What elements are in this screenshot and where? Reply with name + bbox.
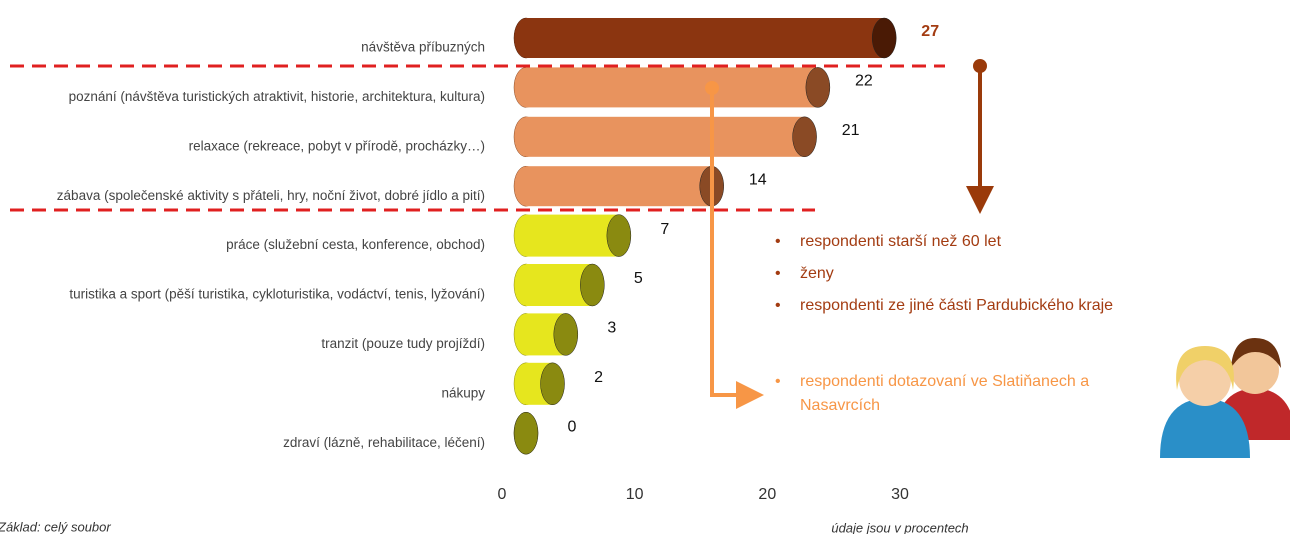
annotation-text: respondenti starší než 60 let xyxy=(800,233,1002,250)
bar xyxy=(526,18,885,58)
arrow-head xyxy=(966,186,994,214)
value-label: 2 xyxy=(594,369,603,386)
annotation-text: ženy xyxy=(800,265,834,282)
annotation: • respondenti starší než 60 let xyxy=(775,230,1145,254)
bar-cap xyxy=(553,313,579,356)
annotation: • respondenti dotazovaní ve Slatiňanech a… xyxy=(775,370,1145,418)
value-label: 5 xyxy=(634,270,643,287)
bar-cap xyxy=(540,362,565,406)
x-axis-label: údaje jsou v procentech xyxy=(831,520,968,534)
y-tick-label: návštěva příbuzných xyxy=(361,40,485,55)
value-label: 7 xyxy=(660,221,669,238)
value-label: 27 xyxy=(921,23,939,40)
y-tick-label: relaxace (rekreace, pobyt v přírodě, pro… xyxy=(189,138,485,153)
arrow xyxy=(710,88,740,397)
y-tick-label: turistika a sport (pěší turistika, cyklo… xyxy=(69,287,485,302)
y-tick-label: tranzit (pouze tudy projíždí) xyxy=(321,336,485,351)
bars xyxy=(513,17,897,455)
x-tick-label: 10 xyxy=(626,486,644,503)
y-tick-label: nákupy xyxy=(441,385,485,400)
x-tick-label: 30 xyxy=(891,486,909,503)
annotation: • respondenti ze jiné části Pardubického … xyxy=(775,294,1145,318)
y-tick-label: poznání (návštěva turistických atraktivi… xyxy=(69,89,485,104)
bar-cap xyxy=(805,67,831,108)
bar xyxy=(526,116,805,157)
bar xyxy=(526,67,818,108)
bar-cap xyxy=(606,214,632,257)
bar-cap xyxy=(871,17,897,59)
bar-cap xyxy=(513,411,539,455)
y-tick-label: zábava (společenské aktivity s přáteli, … xyxy=(57,188,485,203)
annotation-text: respondenti ze jiné části Pardubického k… xyxy=(800,297,1114,314)
bullet: • xyxy=(775,265,781,282)
x-tick-label: 20 xyxy=(758,486,776,503)
value-label: 21 xyxy=(842,122,860,139)
annotation-text: respondenti dotazovaní ve Slatiňanech a … xyxy=(800,373,1090,414)
value-label: 0 xyxy=(568,418,577,435)
arrow-head xyxy=(736,381,764,409)
bar xyxy=(526,166,712,207)
bar xyxy=(526,214,619,257)
bullet: • xyxy=(775,297,781,314)
footnote: Základ: celý soubor xyxy=(0,519,111,534)
value-label: 22 xyxy=(855,73,873,90)
value-label: 14 xyxy=(749,171,767,188)
x-tick-label: 0 xyxy=(498,486,507,503)
bar-cap xyxy=(580,263,605,307)
bullet: • xyxy=(775,373,781,390)
value-label: 3 xyxy=(607,320,616,337)
y-tick-label: zdraví (lázně, rehabilitace, léčení) xyxy=(283,435,485,450)
y-tick-label: práce (služební cesta, konference, obcho… xyxy=(226,237,485,252)
bar-cap xyxy=(792,116,817,158)
bullet: • xyxy=(775,233,781,250)
people-icon xyxy=(1160,338,1290,458)
annotation: • ženy xyxy=(775,262,1145,286)
